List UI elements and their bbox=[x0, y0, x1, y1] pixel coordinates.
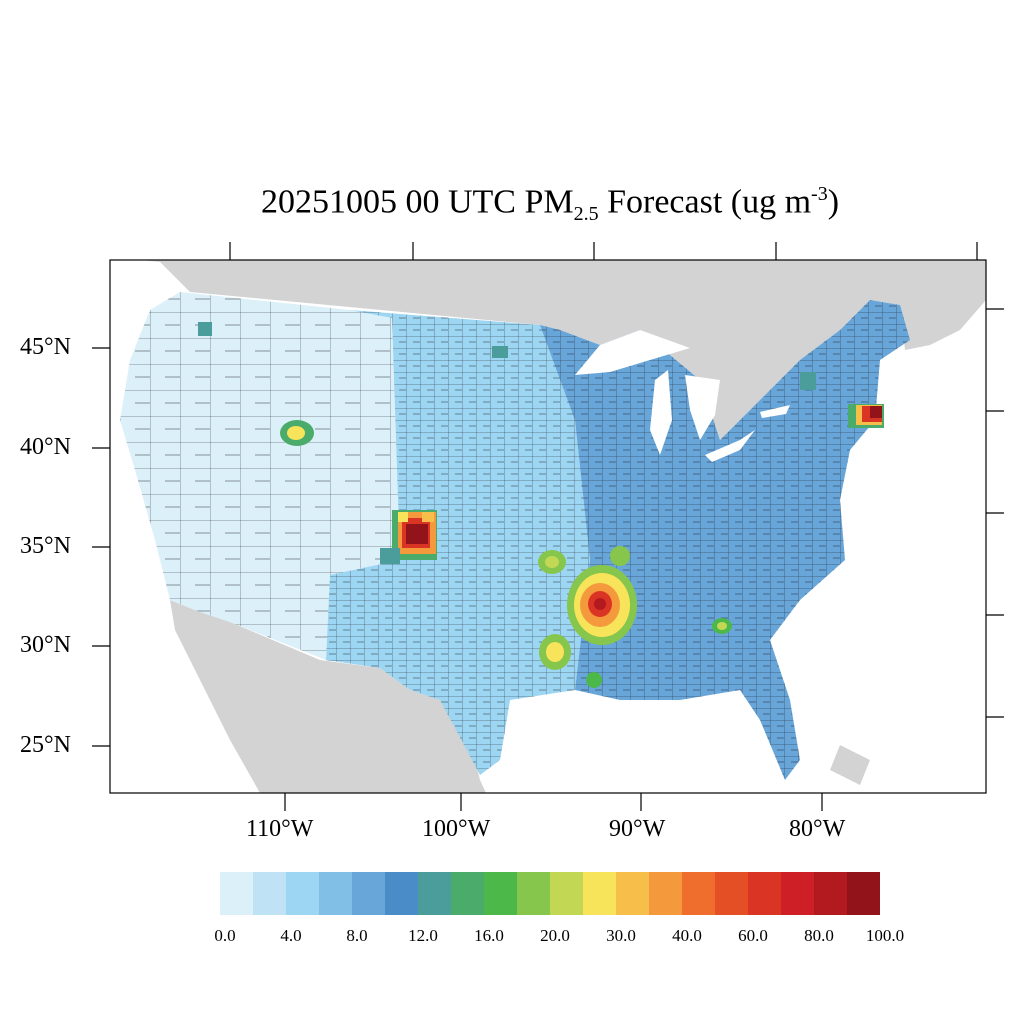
hotspot-east-texas bbox=[539, 634, 602, 688]
colorbar-swatch bbox=[847, 872, 880, 915]
colorbar-swatch bbox=[286, 872, 319, 915]
colorbar-swatch bbox=[319, 872, 352, 915]
lake-huron bbox=[685, 375, 720, 440]
colorbar-swatch bbox=[682, 872, 715, 915]
colorbar-swatch bbox=[550, 872, 583, 915]
colorbar-label: 100.0 bbox=[865, 926, 905, 945]
map-title: 20251005 00 UTC PM2.5 Forecast (ug m-3) bbox=[260, 183, 840, 226]
lon-label-110: 110°W bbox=[246, 816, 314, 842]
lake-michigan bbox=[650, 370, 672, 455]
colorbar-swatch bbox=[385, 872, 418, 915]
colorbar-swatch bbox=[616, 872, 649, 915]
lon-label-90: 90°W bbox=[609, 816, 666, 842]
hotspot-alabama bbox=[712, 618, 732, 634]
colorbar-label: 0.0 bbox=[214, 926, 236, 945]
colorbar-label: 4.0 bbox=[280, 926, 302, 945]
map-frame bbox=[109, 259, 987, 794]
colorbar-swatch bbox=[649, 872, 682, 915]
lat-label-40: 40°N bbox=[20, 434, 71, 460]
hotspot-southeast-colorado bbox=[380, 510, 437, 564]
colorbar-swatch bbox=[715, 872, 748, 915]
colorbar-labels: 0.0 4.0 8.0 12.0 16.0 20.0 30.0 40.0 60.0 80.0 100… bbox=[200, 926, 920, 950]
colorbar-label: 40.0 bbox=[672, 926, 702, 945]
colorbar-swatch bbox=[220, 872, 253, 915]
colorbar-swatch bbox=[814, 872, 847, 915]
canada-land bbox=[140, 260, 986, 440]
caribbean-land bbox=[830, 745, 870, 785]
colorbar-swatch bbox=[451, 872, 484, 915]
mexico-land bbox=[170, 600, 486, 793]
axis-ticks bbox=[92, 242, 1004, 811]
colorbar-label: 16.0 bbox=[474, 926, 504, 945]
lat-label-25: 25°N bbox=[20, 732, 71, 758]
colorbar-swatch bbox=[418, 872, 451, 915]
colorbar-label: 60.0 bbox=[738, 926, 768, 945]
lat-label-45: 45°N bbox=[20, 334, 71, 360]
colorbar-swatch bbox=[484, 872, 517, 915]
hotspot-new-england bbox=[848, 404, 884, 428]
hotspot-minor-teal bbox=[198, 322, 816, 390]
lake-ontario bbox=[760, 405, 790, 418]
colorbar-swatch bbox=[352, 872, 385, 915]
colorbar-label: 80.0 bbox=[804, 926, 834, 945]
colorbar-label: 12.0 bbox=[408, 926, 438, 945]
lon-label-80: 80°W bbox=[789, 816, 846, 842]
lake-erie bbox=[705, 430, 755, 462]
colorbar-swatch bbox=[748, 872, 781, 915]
lat-label-35: 35°N bbox=[20, 533, 71, 559]
lake-superior bbox=[575, 330, 690, 375]
hotspot-northern-utah bbox=[280, 420, 314, 446]
lat-label-30: 30°N bbox=[20, 632, 71, 658]
hotspot-oklahoma bbox=[538, 550, 566, 574]
colorbar-label: 20.0 bbox=[540, 926, 570, 945]
colorbar bbox=[220, 872, 880, 915]
colorbar-swatch bbox=[583, 872, 616, 915]
hotspot-arkansas-louisiana bbox=[567, 546, 637, 645]
colorbar-swatch bbox=[781, 872, 814, 915]
colorbar-swatch bbox=[253, 872, 286, 915]
lon-label-100: 100°W bbox=[422, 816, 491, 842]
colorbar-swatch bbox=[517, 872, 550, 915]
colorbar-label: 8.0 bbox=[346, 926, 368, 945]
colorbar-label: 30.0 bbox=[606, 926, 636, 945]
